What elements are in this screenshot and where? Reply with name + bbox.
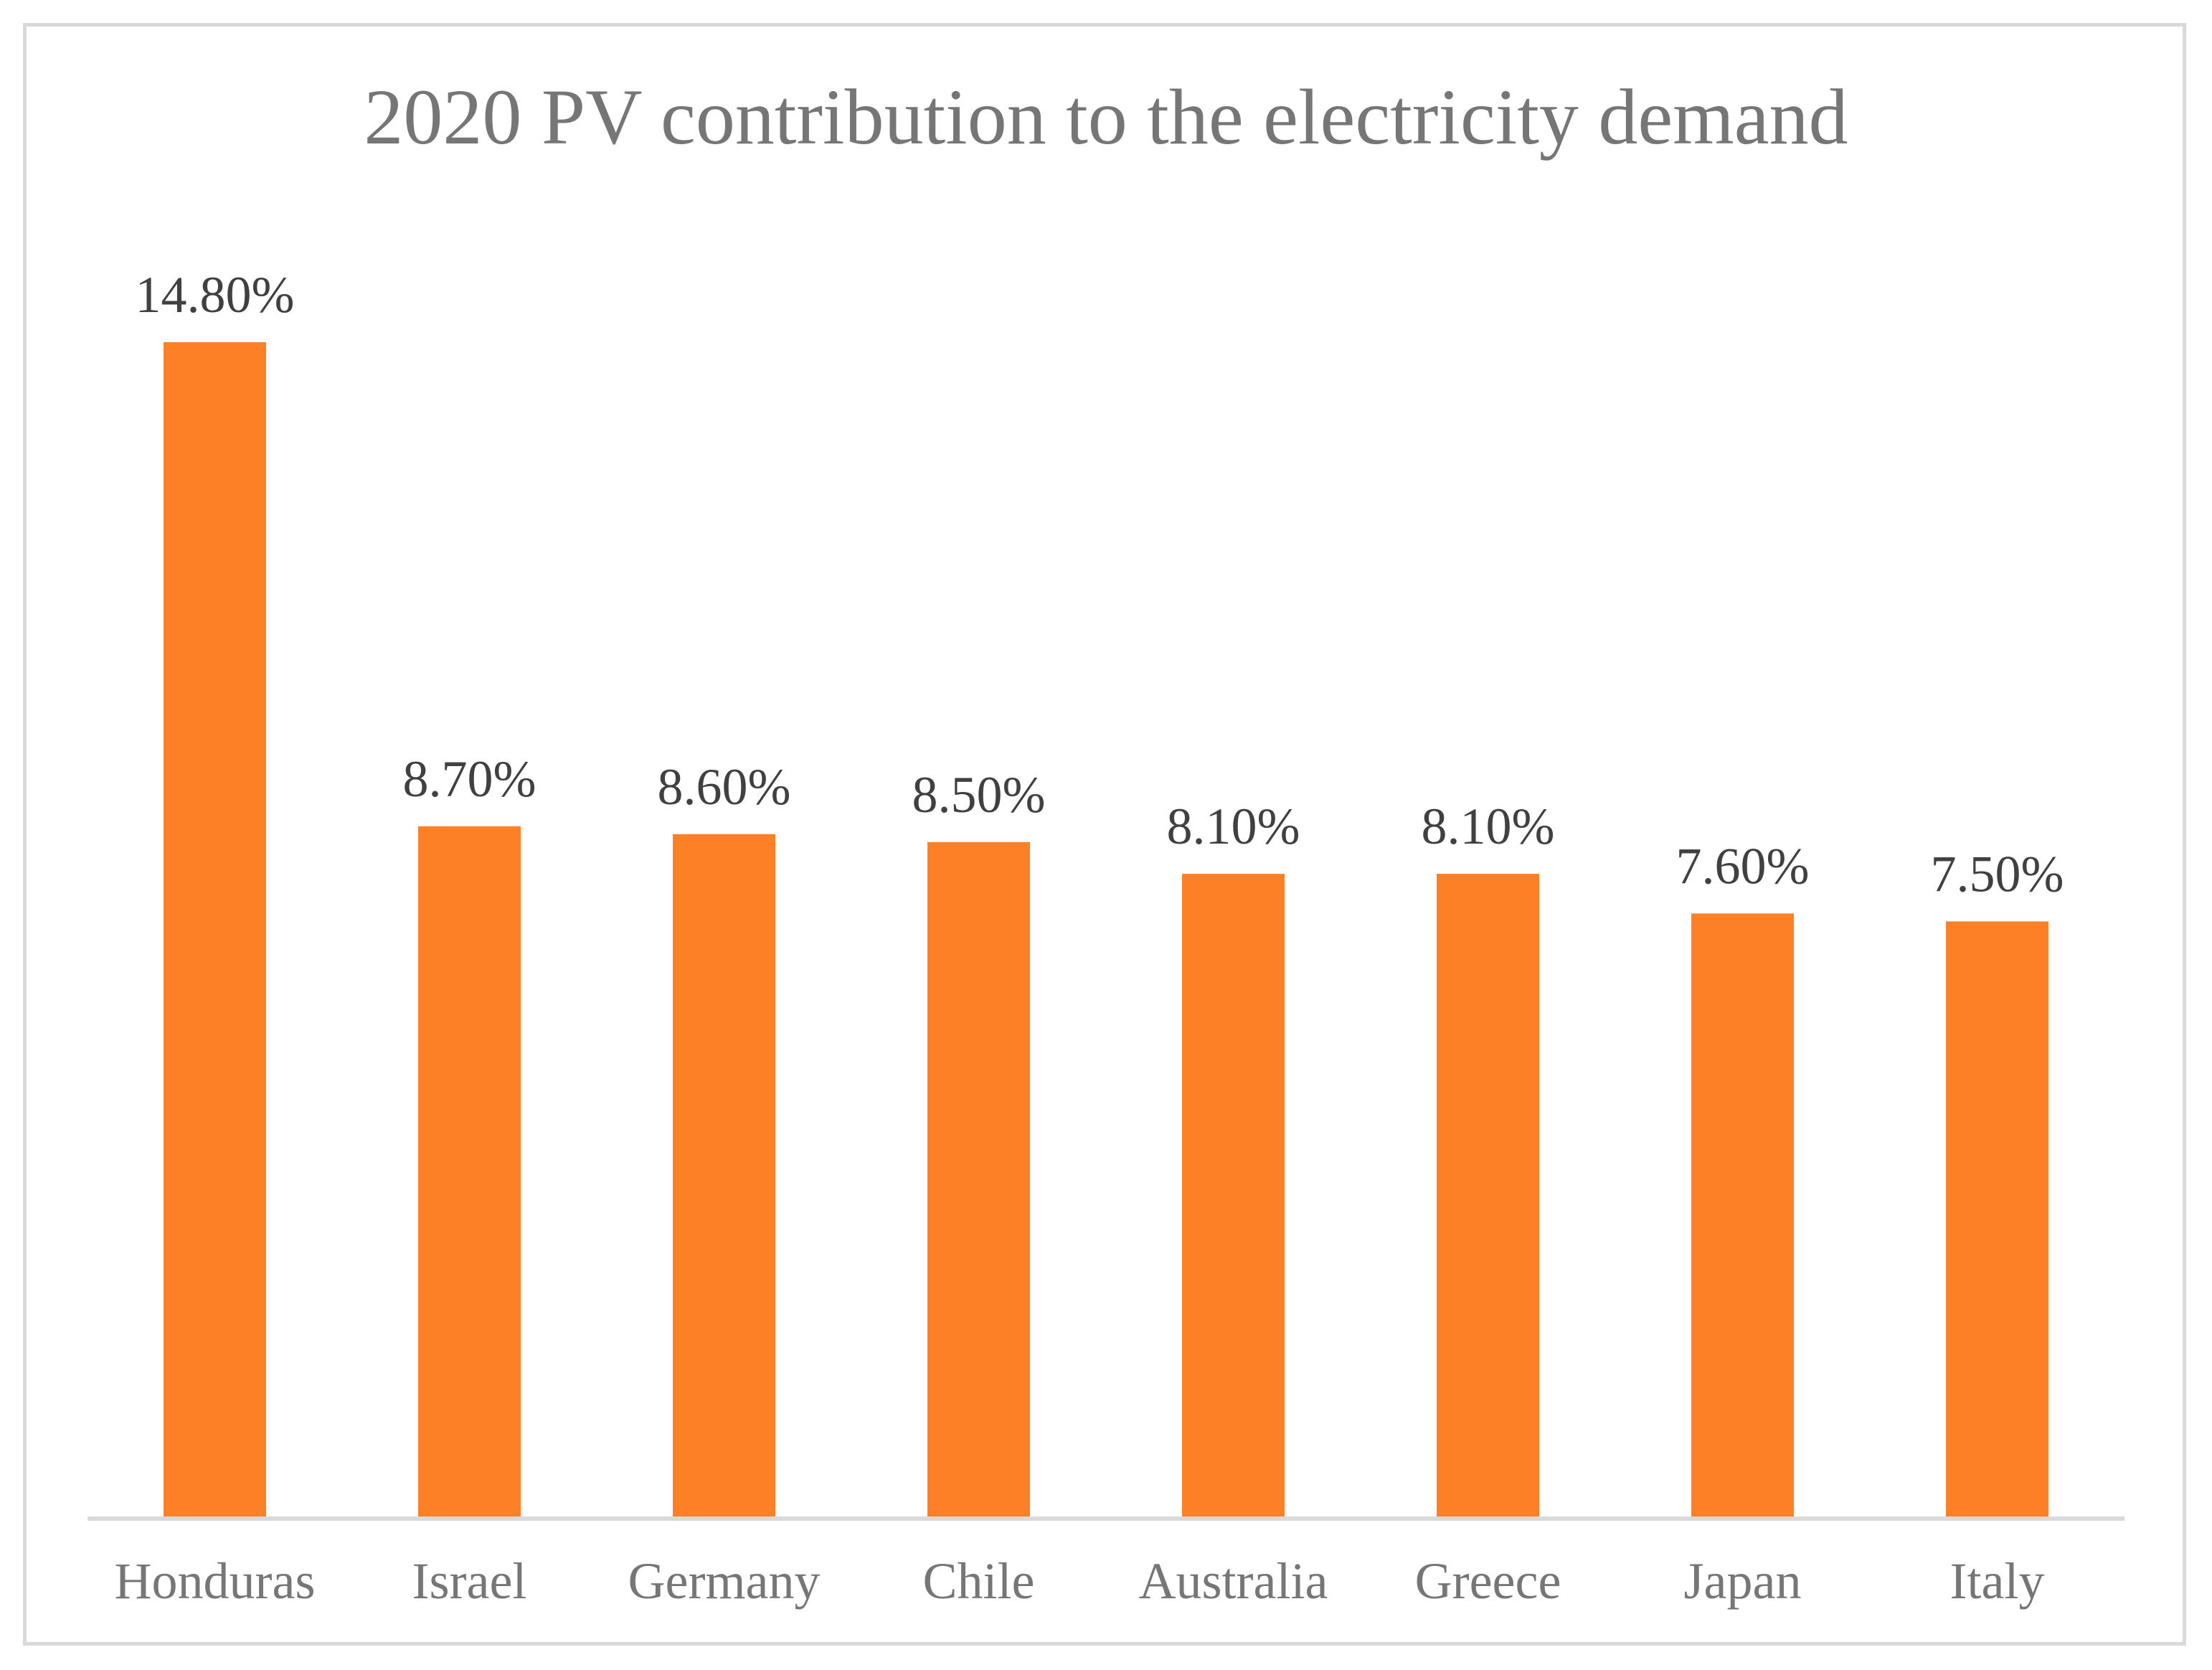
data-label-japan: 7.60% [1676, 837, 1810, 895]
data-label-honduras: 14.80% [136, 266, 295, 324]
data-label-chile: 8.50% [912, 766, 1046, 824]
data-label-italy: 7.50% [1931, 846, 2064, 903]
data-label-greece: 8.10% [1422, 798, 1555, 855]
x-tick-label-italy: Italy [1950, 1552, 2045, 1610]
data-label-australia: 8.10% [1167, 798, 1300, 855]
chart-frame [23, 23, 2186, 1646]
x-tick-label-chile: Chile [923, 1552, 1035, 1610]
bars [164, 342, 2048, 1517]
bar-italy [1946, 921, 2048, 1516]
data-label-israel: 8.70% [403, 750, 537, 808]
bar-japan [1691, 913, 1794, 1516]
data-labels: 14.80% 8.70% 8.60% 8.50% 8.10% 8.10% 7.60% 7.50… [136, 266, 2064, 902]
bar-israel [418, 826, 521, 1516]
chart-title: 2020 PV contribution to the electricity … [364, 73, 1848, 161]
bar-australia [1182, 874, 1285, 1516]
x-tick-label-germany: Germany [628, 1552, 821, 1610]
bar-chile [927, 841, 1030, 1516]
x-tick-label-australia: Australia [1139, 1552, 1328, 1610]
bar-honduras [164, 342, 266, 1517]
bar-greece [1437, 874, 1539, 1516]
data-label-germany: 8.60% [658, 758, 791, 816]
x-tick-label-honduras: Honduras [115, 1552, 316, 1610]
bar-germany [673, 834, 775, 1516]
x-tick-label-greece: Greece [1415, 1552, 1561, 1610]
x-tick-label-japan: Japan [1684, 1552, 1802, 1610]
x-tick-label-israel: Israel [412, 1552, 527, 1610]
x-tick-labels: Honduras Israel Germany Chile Australia Greec… [115, 1552, 2045, 1610]
